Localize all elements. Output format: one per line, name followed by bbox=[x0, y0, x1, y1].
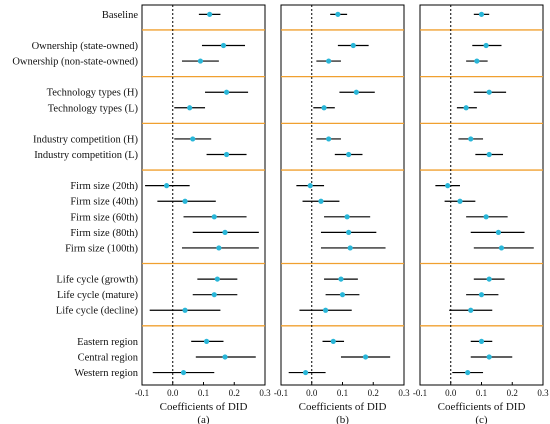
point-estimate bbox=[344, 214, 350, 220]
panel-frame bbox=[280, 4, 405, 386]
x-tick-label: 0.1 bbox=[476, 388, 487, 398]
point-estimate bbox=[182, 198, 188, 204]
point-estimate bbox=[486, 276, 492, 282]
x-axis-title: Coefficients of DID bbox=[160, 401, 248, 413]
x-tick-label: 0.1 bbox=[337, 388, 348, 398]
x-tick-label: 0.2 bbox=[229, 388, 240, 398]
point-estimate bbox=[220, 42, 227, 49]
point-estimate bbox=[468, 307, 474, 313]
row-label: Firm size (20th) bbox=[70, 181, 138, 192]
point-estimate bbox=[207, 11, 213, 17]
row-label: Technology types (L) bbox=[48, 103, 139, 114]
point-estimate bbox=[318, 198, 324, 204]
x-tick-label: 0.2 bbox=[507, 388, 518, 398]
x-tick-label: 0.2 bbox=[368, 388, 379, 398]
point-estimate bbox=[222, 354, 228, 360]
point-estimate bbox=[335, 11, 341, 17]
point-estimate bbox=[330, 338, 336, 344]
point-estimate bbox=[223, 151, 230, 158]
row-label: Central region bbox=[78, 352, 139, 363]
point-estimate bbox=[182, 307, 188, 313]
point-estimate bbox=[474, 58, 480, 64]
panel-label: (c) bbox=[475, 414, 488, 424]
point-estimate bbox=[203, 338, 210, 344]
point-estimate bbox=[478, 338, 485, 344]
point-estimate bbox=[347, 245, 353, 251]
row-label: Life cycle (growth) bbox=[56, 275, 138, 286]
row-label: Technology types (H) bbox=[47, 88, 139, 99]
point-estimate bbox=[216, 245, 222, 251]
panel-frame bbox=[141, 4, 266, 386]
row-label: Industry competition (L) bbox=[34, 150, 138, 161]
point-estimate bbox=[478, 292, 485, 298]
point-estimate bbox=[465, 369, 471, 376]
x-tick-label: 0.3 bbox=[537, 388, 549, 398]
point-estimate bbox=[457, 198, 463, 204]
point-estimate bbox=[326, 136, 332, 142]
x-tick-label: -0.1 bbox=[274, 388, 288, 398]
row-label: Ownership (state-owned) bbox=[32, 41, 139, 52]
x-tick-label: 0.1 bbox=[198, 388, 209, 398]
point-estimate bbox=[486, 89, 492, 95]
point-estimate bbox=[338, 276, 344, 282]
row-label: Eastern region bbox=[77, 337, 139, 348]
point-estimate bbox=[322, 307, 329, 313]
point-estimate bbox=[303, 369, 309, 376]
point-estimate bbox=[307, 183, 313, 189]
point-estimate bbox=[445, 183, 451, 189]
point-estimate bbox=[468, 136, 474, 142]
x-tick-label: 0.3 bbox=[259, 388, 271, 398]
point-estimate bbox=[483, 42, 489, 49]
x-tick-label: -0.1 bbox=[413, 388, 427, 398]
point-estimate bbox=[214, 276, 220, 282]
x-tick-label: -0.1 bbox=[135, 388, 149, 398]
point-estimate bbox=[486, 354, 492, 360]
point-estimate bbox=[326, 58, 332, 64]
point-estimate bbox=[486, 151, 492, 158]
row-label: Firm size (40th) bbox=[70, 197, 138, 208]
x-tick-label: 0.0 bbox=[167, 388, 179, 398]
x-tick-label: 0.0 bbox=[445, 388, 457, 398]
point-estimate bbox=[222, 229, 228, 235]
x-tick-label: 0.0 bbox=[306, 388, 318, 398]
point-estimate bbox=[350, 42, 356, 49]
point-estimate bbox=[197, 58, 204, 64]
x-axis-title: Coefficients of DID bbox=[299, 401, 387, 413]
row-label: Ownership (non-state-owned) bbox=[12, 57, 138, 68]
row-label: Baseline bbox=[102, 10, 138, 21]
point-estimate bbox=[362, 354, 369, 360]
point-estimate bbox=[339, 292, 346, 298]
point-estimate bbox=[164, 183, 170, 189]
point-estimate bbox=[478, 11, 485, 17]
panel-label: (b) bbox=[336, 414, 349, 424]
point-estimate bbox=[463, 105, 469, 111]
row-label: Life cycle (mature) bbox=[57, 290, 139, 301]
point-estimate bbox=[190, 136, 196, 142]
point-estimate bbox=[495, 229, 502, 235]
row-label: Life cycle (decline) bbox=[56, 306, 139, 317]
panel-label: (a) bbox=[197, 414, 210, 424]
point-estimate bbox=[211, 292, 217, 298]
x-tick-label: 0.3 bbox=[398, 388, 410, 398]
row-label: Western region bbox=[74, 368, 138, 379]
point-estimate bbox=[483, 214, 489, 220]
point-estimate bbox=[346, 151, 352, 158]
panel-frame bbox=[419, 4, 544, 386]
point-estimate bbox=[346, 229, 352, 235]
point-estimate bbox=[321, 105, 327, 111]
row-label: Firm size (100th) bbox=[65, 243, 138, 254]
point-estimate bbox=[211, 214, 217, 220]
point-estimate bbox=[187, 105, 193, 111]
x-axis-title: Coefficients of DID bbox=[438, 401, 526, 413]
point-estimate bbox=[353, 89, 359, 95]
point-estimate bbox=[180, 369, 187, 376]
row-label: Firm size (80th) bbox=[70, 228, 138, 239]
row-label: Industry competition (H) bbox=[33, 134, 138, 145]
row-label: Firm size (60th) bbox=[70, 212, 138, 223]
point-estimate bbox=[498, 245, 505, 251]
point-estimate bbox=[223, 89, 230, 95]
